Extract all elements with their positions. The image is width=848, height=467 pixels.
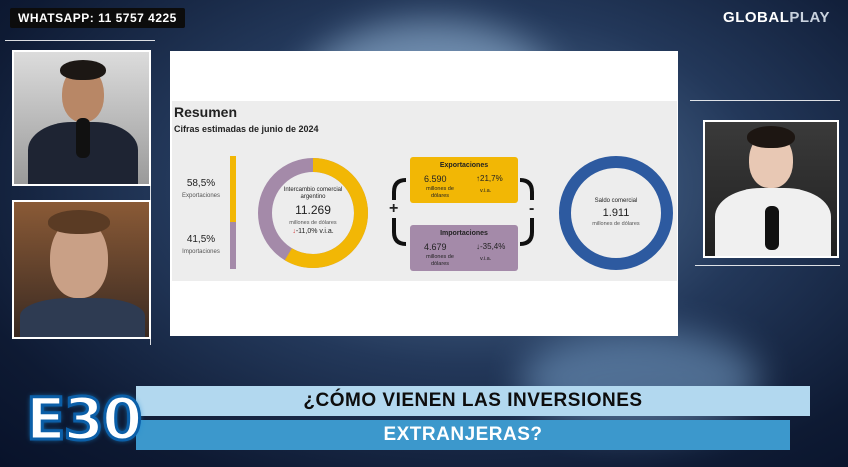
export-arc — [258, 158, 368, 268]
trade-donut-chart — [258, 158, 368, 268]
exports-value: 6.590 — [424, 174, 447, 184]
camera-feed-host-1 — [12, 50, 151, 186]
headline-banner-top: ¿CÓMO VIENEN LAS INVERSIONES — [136, 386, 810, 416]
export-share-bar — [230, 156, 236, 222]
balance-unit: millones de dólares — [592, 221, 640, 227]
import-share-bar — [230, 222, 236, 269]
frame-line — [690, 100, 840, 102]
plus-sign: + — [389, 200, 399, 218]
exports-title: Exportaciones — [439, 162, 489, 169]
trade-value: 11.269 — [295, 203, 331, 217]
person-hair — [48, 210, 110, 234]
exports-change-unit: v.i.a. — [480, 188, 492, 194]
person-hair — [747, 126, 795, 148]
frame-line — [5, 40, 155, 42]
balance-value: 1.911 — [602, 207, 630, 219]
exports-unit: millones de dólares — [426, 186, 454, 199]
import-percentage: 41,5% — [186, 234, 216, 245]
imports-title: Importaciones — [440, 230, 488, 237]
imports-change-unit: v.i.a. — [480, 256, 492, 262]
headline-line-2: EXTRANJERAS? — [383, 424, 543, 445]
whatsapp-banner: WHATSAPP: 11 5757 4225 — [10, 8, 185, 28]
microphone-icon — [765, 206, 779, 250]
export-percentage-label: Exportaciones — [181, 193, 221, 199]
slide-title: Resumen — [174, 104, 238, 120]
exports-change: ↑21,7% — [476, 174, 503, 183]
headline-banner-bottom: EXTRANJERAS? — [136, 420, 790, 450]
headline-line-1: ¿CÓMO VIENEN LAS INVERSIONES — [303, 390, 643, 411]
balance-label: Saldo comercial — [594, 198, 638, 204]
person-hair — [60, 60, 106, 80]
microphone-icon — [76, 118, 90, 158]
balance-ring — [559, 156, 673, 270]
exports-box: Exportaciones 6.590 ↑21,7% millones de d… — [410, 157, 518, 203]
camera-feed-guest — [12, 200, 151, 339]
globalplay-logo: GLOBALPLAY — [723, 9, 830, 26]
episode-number: E30 — [24, 384, 143, 455]
slide-subtitle: Cifras estimadas de junio de 2024 — [174, 124, 319, 134]
imports-unit: millones de dólares — [426, 254, 454, 267]
trade-change: ↓-11,0% v.i.a. — [292, 228, 334, 235]
imports-change: ↓-35,4% — [476, 242, 506, 251]
balance-donut-chart — [559, 156, 673, 270]
frame-line — [695, 265, 840, 267]
person-body — [20, 298, 145, 337]
import-percentage-label: Importaciones — [182, 249, 220, 255]
minus-sign: - — [529, 200, 535, 218]
export-percentage: 58,5% — [186, 178, 216, 189]
camera-feed-host-2 — [703, 120, 839, 258]
imports-box: Importaciones 4.679 ↓-35,4% millones de … — [410, 225, 518, 271]
imports-value: 4.679 — [424, 242, 447, 252]
trade-unit: millones de dólares — [289, 220, 337, 226]
trade-label: Intercambio comercial argentino — [283, 187, 343, 200]
